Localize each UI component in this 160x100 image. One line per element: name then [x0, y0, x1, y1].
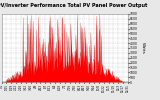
- Y-axis label: Watts: Watts: [141, 42, 145, 54]
- Text: Solar PV/Inverter Performance Total PV Panel Power Output: Solar PV/Inverter Performance Total PV P…: [0, 3, 147, 8]
